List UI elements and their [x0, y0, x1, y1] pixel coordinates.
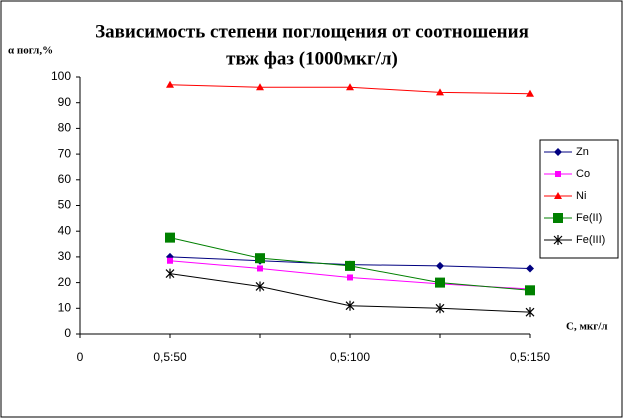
- legend-marker: [554, 148, 562, 156]
- data-point: [255, 281, 265, 292]
- data-point: [347, 274, 353, 281]
- data-point: [526, 89, 534, 97]
- legend-marker: [555, 171, 561, 177]
- legend-label: Fe(II): [576, 212, 602, 224]
- data-point: [257, 265, 263, 272]
- data-point: [167, 257, 173, 264]
- data-point: [526, 264, 534, 273]
- data-point: [255, 253, 265, 264]
- legend-label: Ni: [576, 190, 586, 202]
- data-point: [345, 260, 355, 271]
- x-tick-label: 0: [77, 350, 84, 364]
- legend-label: Fe(III): [576, 234, 605, 246]
- legend-label: Zn: [576, 146, 589, 158]
- y-tick-label: 90: [58, 95, 72, 109]
- x-axis-label: C, мкг/л: [566, 321, 608, 333]
- data-point: [165, 268, 175, 279]
- data-point: [166, 80, 174, 88]
- legend-marker: [553, 213, 563, 223]
- chart-title: Зависимость степени поглощения от соотно…: [95, 21, 529, 42]
- y-tick-label: 30: [58, 249, 72, 263]
- y-tick-label: 100: [51, 69, 71, 83]
- data-point: [435, 303, 445, 314]
- x-tick-label: 0,5:150: [510, 350, 550, 364]
- legend-label: Co: [576, 168, 590, 180]
- data-point: [436, 88, 444, 96]
- legend-marker: [554, 192, 562, 199]
- data-point: [165, 232, 175, 243]
- data-point: [256, 83, 264, 91]
- legend-box: [539, 139, 619, 259]
- y-tick-label: 50: [58, 198, 72, 212]
- legend-marker: [553, 235, 563, 245]
- data-point: [436, 261, 444, 270]
- y-tick-label: 20: [58, 275, 72, 289]
- y-tick-label: 10: [58, 300, 72, 314]
- y-tick-label: 40: [58, 223, 72, 237]
- y-axis-label: α погл,%: [8, 45, 53, 57]
- chart-title: твж фаз (1000мкг/л): [226, 48, 398, 69]
- y-tick-label: 0: [64, 326, 71, 340]
- data-point: [345, 300, 355, 311]
- y-tick-label: 80: [58, 121, 72, 135]
- data-point: [525, 307, 535, 318]
- data-point: [435, 277, 445, 288]
- y-tick-label: 70: [58, 146, 72, 160]
- y-tick-label: 60: [58, 172, 72, 186]
- x-tick-label: 0,5:50: [153, 350, 187, 364]
- data-point: [525, 285, 535, 296]
- x-tick-label: 0,5:100: [330, 350, 370, 364]
- data-point: [346, 83, 354, 91]
